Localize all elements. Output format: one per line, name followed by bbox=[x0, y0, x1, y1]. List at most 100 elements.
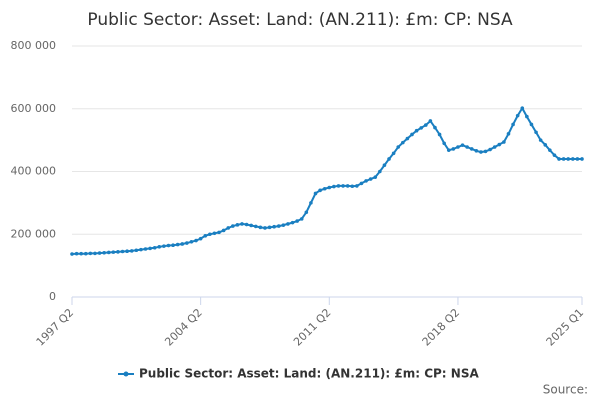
point bbox=[529, 122, 534, 127]
series-line bbox=[71, 106, 582, 256]
point bbox=[511, 122, 515, 127]
point bbox=[332, 184, 336, 189]
point bbox=[341, 184, 345, 188]
point bbox=[304, 210, 309, 215]
point bbox=[396, 145, 401, 149]
point bbox=[437, 132, 442, 137]
point bbox=[272, 224, 276, 229]
point bbox=[244, 222, 249, 227]
point bbox=[102, 250, 106, 255]
point bbox=[368, 177, 373, 181]
point bbox=[515, 113, 520, 118]
point bbox=[120, 249, 125, 254]
point bbox=[143, 247, 148, 251]
point bbox=[276, 224, 281, 228]
y-tick-label: 800 000 bbox=[11, 39, 57, 52]
point bbox=[180, 242, 185, 246]
point bbox=[469, 147, 474, 151]
legend-label: Public Sector: Asset: Land: (AN.211): £m… bbox=[139, 367, 479, 381]
point bbox=[534, 130, 538, 135]
x-tick-label: 2011 Q2 bbox=[291, 306, 334, 349]
point bbox=[419, 126, 423, 130]
point bbox=[364, 179, 368, 183]
y-tick-label: 400 000 bbox=[11, 165, 57, 178]
point bbox=[88, 251, 93, 256]
point bbox=[231, 224, 235, 228]
point bbox=[520, 106, 525, 110]
point bbox=[166, 243, 171, 248]
point bbox=[290, 220, 295, 225]
point bbox=[373, 175, 378, 179]
point bbox=[267, 225, 272, 230]
point bbox=[194, 238, 198, 243]
point bbox=[125, 249, 129, 253]
point bbox=[175, 242, 180, 247]
point bbox=[327, 185, 332, 190]
point bbox=[221, 228, 226, 233]
point bbox=[226, 226, 231, 230]
point bbox=[382, 163, 387, 168]
point bbox=[97, 251, 102, 255]
point bbox=[129, 249, 134, 253]
point bbox=[566, 157, 571, 161]
point bbox=[561, 157, 566, 161]
point bbox=[171, 243, 175, 248]
point bbox=[387, 157, 391, 161]
point bbox=[575, 157, 580, 161]
point bbox=[134, 248, 139, 253]
y-tick-label: 0 bbox=[49, 290, 56, 303]
point bbox=[212, 231, 217, 236]
point bbox=[557, 157, 561, 161]
point bbox=[543, 143, 548, 147]
point bbox=[185, 241, 189, 245]
point bbox=[111, 250, 116, 254]
point bbox=[217, 230, 221, 235]
point bbox=[442, 141, 446, 146]
point bbox=[295, 219, 299, 223]
chart-title: Public Sector: Asset: Land: (AN.211): £m… bbox=[87, 10, 513, 30]
point bbox=[83, 251, 88, 256]
point bbox=[538, 138, 543, 142]
point bbox=[580, 157, 584, 161]
point bbox=[281, 223, 286, 227]
y-tick-label: 200 000 bbox=[11, 227, 57, 240]
point bbox=[249, 223, 253, 228]
point bbox=[460, 143, 465, 147]
point bbox=[189, 239, 194, 244]
x-tick-label: 2018 Q2 bbox=[420, 306, 463, 349]
point bbox=[506, 132, 511, 136]
point bbox=[162, 244, 166, 248]
y-tick-label: 600 000 bbox=[11, 102, 57, 115]
point bbox=[286, 222, 290, 226]
point bbox=[414, 128, 419, 133]
point bbox=[479, 150, 483, 154]
point bbox=[474, 148, 479, 153]
point bbox=[410, 132, 414, 137]
point bbox=[428, 119, 433, 123]
point bbox=[336, 184, 341, 188]
point bbox=[93, 251, 97, 256]
point bbox=[378, 169, 382, 174]
point bbox=[391, 151, 396, 156]
point bbox=[263, 226, 267, 230]
point bbox=[79, 251, 83, 256]
point bbox=[309, 201, 313, 205]
point bbox=[258, 225, 263, 230]
x-tick-label: 1997 Q2 bbox=[34, 306, 77, 349]
point bbox=[433, 125, 437, 130]
point bbox=[106, 250, 111, 255]
point bbox=[203, 234, 208, 238]
point bbox=[318, 188, 322, 193]
point bbox=[446, 148, 451, 152]
point bbox=[451, 147, 456, 151]
point bbox=[116, 250, 120, 254]
point bbox=[552, 153, 557, 157]
point bbox=[359, 181, 364, 186]
point bbox=[405, 136, 410, 141]
point bbox=[502, 140, 506, 144]
point bbox=[235, 223, 240, 227]
point bbox=[208, 232, 212, 237]
point bbox=[70, 252, 74, 256]
point bbox=[253, 224, 258, 229]
